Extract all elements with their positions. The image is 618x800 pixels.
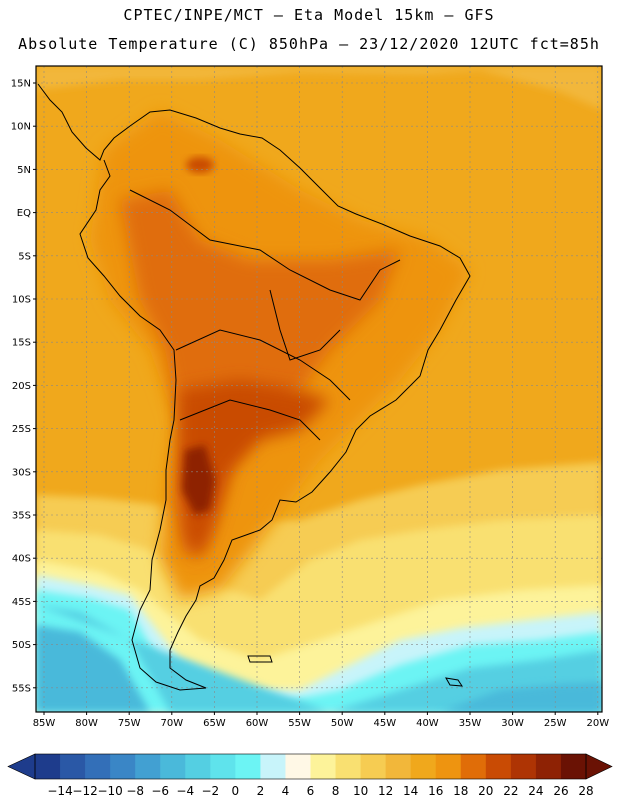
- map-grid: [36, 66, 602, 712]
- lon-label: 80W: [75, 718, 98, 729]
- lon-label: 65W: [203, 718, 226, 729]
- lon-label: 75W: [118, 718, 141, 729]
- map-frame: [35, 65, 603, 713]
- colorbar-label: −10: [97, 784, 122, 798]
- latitude-labels: 15N 10N 5N EQ 5S 10S 15S 20S 25S 30S 35S 40S 45S 50S 5…: [11, 79, 36, 694]
- colorbar-max-arrow: [585, 753, 613, 780]
- lat-label: 40S: [12, 554, 31, 565]
- colorbar-label: 28: [578, 784, 593, 798]
- lon-label: 85W: [33, 718, 56, 729]
- colorbar-label: −2: [201, 784, 219, 798]
- colorbar-swatch: [35, 754, 61, 779]
- colorbar-swatch: [110, 754, 136, 779]
- lon-label: 55W: [288, 718, 311, 729]
- colorbar-swatch: [60, 754, 86, 779]
- colorbar-swatch: [385, 754, 412, 779]
- colorbar-swatch: [160, 754, 186, 779]
- lat-label: 50S: [12, 640, 31, 651]
- colorbar-label: 8: [332, 784, 340, 798]
- colorbar-swatch: [335, 754, 362, 779]
- coastlines: [37, 83, 471, 691]
- lat-label: 45S: [12, 597, 31, 608]
- colorbar-label: 4: [282, 784, 290, 798]
- lon-label: 30W: [501, 718, 524, 729]
- colorbar-label: −6: [151, 784, 169, 798]
- colorbar-label: −12: [72, 784, 97, 798]
- lat-label: 30S: [12, 467, 31, 478]
- lon-label: 25W: [544, 718, 567, 729]
- title-line-1: CPTEC/INPE/MCT – Eta Model 15km – GFS: [123, 6, 495, 24]
- colorbar-swatch: [360, 754, 387, 779]
- colorbar-label: 18: [453, 784, 468, 798]
- lat-label: 5S: [18, 251, 31, 262]
- lat-label: 15S: [12, 338, 31, 349]
- longitude-labels: 85W 80W 75W 70W 65W 60W 55W 50W 45W 40W 35W 30W 25W 2…: [33, 712, 609, 729]
- lon-label: 35W: [459, 718, 482, 729]
- lat-label: 10N: [11, 122, 31, 133]
- colorbar-swatch: [410, 754, 437, 779]
- colorbar-min-arrow: [7, 753, 36, 780]
- colorbar-swatch: [435, 754, 462, 779]
- lon-label: 50W: [331, 718, 354, 729]
- colorbar: −14 −12 −10 −8 −6 −4 −2 0 2 4 6 8 10 12 14 16 18 20 22 24 26…: [7, 753, 613, 798]
- colorbar-label: −14: [47, 784, 72, 798]
- colorbar-label: 12: [378, 784, 393, 798]
- lat-label: 35S: [12, 511, 31, 522]
- colorbar-label: 20: [478, 784, 493, 798]
- colorbar-swatch: [260, 754, 286, 779]
- colorbar-label: 16: [428, 784, 443, 798]
- lon-label: 20W: [586, 718, 609, 729]
- colorbar-label: 26: [553, 784, 568, 798]
- colorbar-swatch: [85, 754, 111, 779]
- colorbar-label: 14: [403, 784, 418, 798]
- lat-label: 25S: [12, 424, 31, 435]
- colorbar-swatch: [185, 754, 211, 779]
- lon-label: 60W: [246, 718, 269, 729]
- lat-label: 15N: [11, 79, 31, 90]
- colorbar-frame: [34, 753, 587, 780]
- colorbar-swatch: [485, 754, 512, 779]
- colorbar-swatch: [210, 754, 236, 779]
- colorbar-label: 10: [353, 784, 368, 798]
- colorbar-swatch: [460, 754, 487, 779]
- colorbar-swatch: [560, 754, 587, 779]
- lat-label: 10S: [12, 295, 31, 306]
- colorbar-swatch: [235, 754, 261, 779]
- temperature-field: [36, 66, 602, 712]
- title-line-2: Absolute Temperature (C) 850hPa – 23/12/…: [18, 35, 600, 53]
- colorbar-swatch: [310, 754, 337, 779]
- colorbar-label: 2: [257, 784, 265, 798]
- colorbar-label: 22: [503, 784, 518, 798]
- lon-label: 40W: [416, 718, 439, 729]
- colorbar-swatch: [285, 754, 311, 779]
- lat-label: EQ: [17, 208, 31, 219]
- lat-label: 20S: [12, 381, 31, 392]
- lat-label: 55S: [12, 683, 31, 694]
- colorbar-swatch: [510, 754, 537, 779]
- colorbar-swatch: [135, 754, 161, 779]
- colorbar-label: −4: [176, 784, 194, 798]
- colorbar-swatch: [535, 754, 562, 779]
- lon-label: 45W: [373, 718, 396, 729]
- colorbar-label: −8: [126, 784, 144, 798]
- colorbar-label: 24: [528, 784, 543, 798]
- lon-label: 70W: [160, 718, 183, 729]
- colorbar-label: 0: [232, 784, 240, 798]
- colorbar-label: 6: [307, 784, 315, 798]
- lat-label: 5N: [17, 165, 31, 176]
